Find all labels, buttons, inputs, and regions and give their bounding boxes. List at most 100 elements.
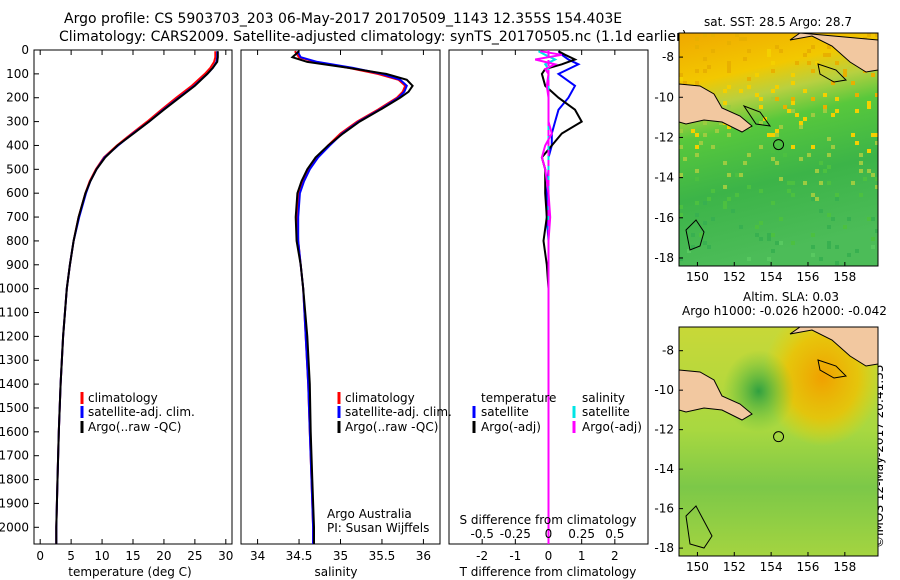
sst-pixel — [695, 177, 699, 181]
salinity-x-axis: 34 34.5 35 35.5 36 — [250, 50, 431, 563]
sst-pixel — [827, 245, 831, 249]
series-argo-raw-qc- — [55, 51, 219, 544]
sst-pixel — [691, 245, 695, 249]
sst-pixel — [711, 49, 715, 53]
sst-pixel — [695, 81, 699, 85]
sst-pixel — [727, 173, 731, 177]
lon-tick-label: 150 — [686, 270, 709, 284]
sst-pixel — [783, 105, 787, 109]
x-tick-label: 34.5 — [286, 549, 313, 563]
sst-pixel — [859, 161, 863, 165]
sst-pixel — [771, 149, 775, 153]
sst-pixel — [867, 169, 871, 173]
y-tick-label: 300 — [6, 115, 29, 129]
depth-axis: 0 100 200 300 400 500 600 700 800 900 1000 1100 1200… — [0, 43, 39, 534]
sst-pixel — [835, 245, 839, 249]
sst-pixel — [875, 141, 878, 145]
sst-pixel — [791, 193, 795, 197]
sst-pixel — [791, 145, 795, 149]
sst-pixel — [767, 133, 771, 137]
sst-pixel — [707, 65, 711, 69]
sst-pixel — [723, 205, 727, 209]
lon-tick-label: 156 — [797, 270, 820, 284]
island-outline — [817, 63, 848, 83]
y-tick-label: 1600 — [0, 425, 29, 439]
lon-tick-label: 152 — [723, 270, 746, 284]
sst-pixel — [827, 213, 831, 217]
sst-pixel — [823, 93, 827, 97]
sst-pixel — [727, 65, 731, 69]
sst-pixel — [811, 233, 815, 237]
y-tick-label: 700 — [6, 210, 29, 224]
sla-map-frame — [678, 326, 879, 557]
sst-pixel — [827, 181, 831, 185]
sst-pixel — [827, 153, 831, 157]
sst-pixel — [735, 173, 739, 177]
y-tick-label: 2000 — [0, 520, 29, 534]
sst-pixel — [847, 253, 851, 257]
temperature-xlabel: temperature (deg C) — [68, 565, 191, 579]
argo-australia-label: Argo Australia — [327, 507, 412, 521]
sst-pixel — [835, 197, 839, 201]
temperature-legend: climatology satellite-adj. clim. Argo(..… — [80, 391, 195, 434]
sst-pixel — [747, 153, 751, 157]
series-temperature-satellite — [545, 50, 581, 544]
sst-pixel — [703, 241, 707, 245]
sst-pixel — [755, 93, 759, 97]
sst-pixel — [743, 37, 747, 41]
lat-tick-label: -12 — [654, 423, 674, 437]
sst-pixel — [767, 237, 771, 241]
x-tick-label: 25 — [187, 549, 202, 563]
sst-pixel — [855, 109, 859, 113]
sst-pixel — [847, 217, 851, 221]
sst-pixel — [775, 129, 779, 133]
y-tick-label: 1800 — [0, 473, 29, 487]
sst-pixel — [679, 129, 683, 133]
sst-pixel — [831, 113, 835, 117]
sst-pixel — [711, 145, 715, 149]
legend-label-t-satellite: satellite — [481, 405, 529, 419]
y-tick-label: 1400 — [0, 377, 29, 391]
legend-label-s-argo: Argo(-adj) — [582, 420, 642, 434]
sst-pixel — [835, 61, 839, 65]
sst-pixel — [779, 125, 783, 129]
sst-pixel — [871, 217, 875, 221]
sst-pixel — [811, 69, 815, 73]
sst-pixel — [703, 121, 707, 125]
sst-pixel — [791, 73, 795, 77]
sst-pixel — [739, 225, 743, 229]
sst-pixel — [779, 217, 783, 221]
sst-pixel — [819, 161, 823, 165]
x-tick-label: 34 — [250, 549, 265, 563]
temperature-axes-frame — [33, 49, 233, 545]
sst-pixel — [787, 189, 791, 193]
lon-tick-label: 158 — [833, 560, 856, 574]
sst-pixel — [827, 241, 831, 245]
islands-outline — [742, 104, 772, 127]
lat-tick-label: -16 — [654, 502, 674, 516]
sst-pixel — [803, 53, 807, 57]
sst-pixel — [835, 109, 839, 113]
sst-pixel — [711, 189, 715, 193]
sst-pixel — [695, 45, 699, 49]
sst-pixel — [723, 89, 727, 93]
sst-pixel — [875, 93, 878, 97]
difference-profiles — [534, 50, 584, 544]
sst-pixel — [747, 77, 751, 81]
sst-pixel — [811, 253, 815, 257]
sst-pixel — [771, 89, 775, 93]
sst-pixel — [699, 233, 703, 237]
y-tick-label: 0 — [21, 43, 29, 57]
y-tick-label: 200 — [6, 91, 29, 105]
sst-pixel — [771, 69, 775, 73]
sst-pixel — [679, 173, 683, 177]
sst-pixel — [691, 129, 695, 133]
sst-pixel — [823, 109, 827, 113]
sla-map-axes: 150 152 154 156 158 -8 -10 -12 -14 -16 -18 — [654, 344, 856, 574]
sst-pixel — [831, 81, 835, 85]
sst-pixel — [755, 73, 759, 77]
sst-pixel — [875, 229, 878, 233]
sst-pixel — [755, 233, 759, 237]
reef-outline — [685, 505, 713, 549]
x-tick-label: 2 — [611, 549, 619, 563]
